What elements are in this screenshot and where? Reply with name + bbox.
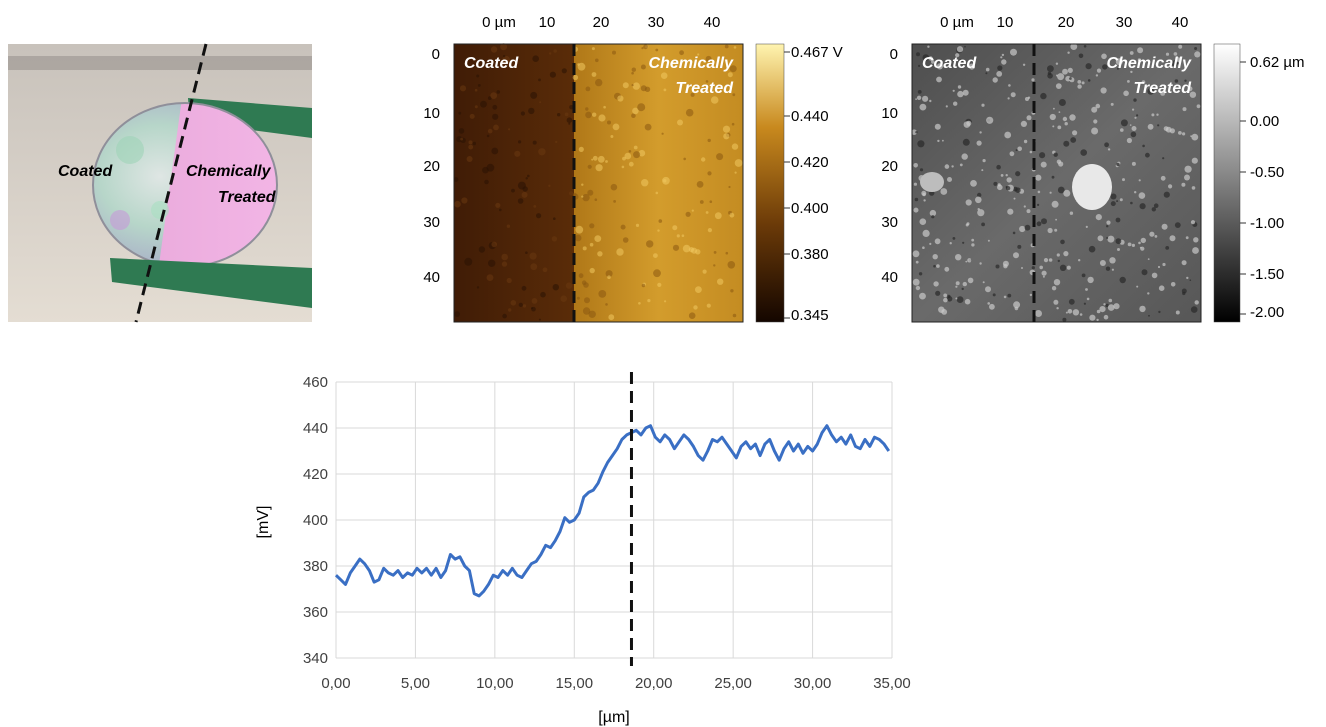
kpfm-y-ticks: 0 10 20 30 40: [423, 46, 440, 286]
photo-label-coated: Coated: [58, 163, 113, 180]
kpfm-x-tick: 40: [704, 14, 721, 31]
kpfm-colorbar-tick: 0.467 V: [791, 44, 843, 61]
kpfm-x-ticks: 0 µm 10 20 30 40: [482, 14, 720, 31]
kpfm-frame: [453, 43, 744, 323]
kpfm-label-chemically: Chemically: [649, 55, 735, 72]
kpfm-coated-region: [454, 44, 574, 322]
topo-particle: [920, 172, 944, 192]
chart-x-tick: 15,00: [556, 675, 594, 692]
topography-map: 0 µm 10 20 30 40 0 10 20 30 40 Coated Ch…: [881, 14, 1305, 323]
kpfm-colorbar: [755, 43, 785, 323]
photo-label-chemically: Chemically: [186, 163, 272, 180]
photo-blur-band: [8, 56, 312, 70]
kpfm-colorbar-ticks: 0.467 V 0.440 0.420 0.400 0.380 0.345: [784, 44, 843, 324]
kpfm-colorbar-tick: 0.380: [791, 246, 829, 263]
chart-y-axis-label: [mV]: [255, 506, 272, 539]
topo-x-tick: 10: [997, 14, 1014, 31]
topo-y-tick: 10: [881, 105, 898, 122]
topo-y-ticks: 0 10 20 30 40: [881, 46, 898, 286]
topo-colorbar-tick: -1.00: [1250, 215, 1284, 232]
chart-x-tick: 5,00: [401, 675, 430, 692]
topo-colorbar-ticks: 0.62 µm 0.00 -0.50 -1.00 -1.50 -2.00: [1240, 54, 1305, 321]
topo-y-tick: 0: [890, 46, 898, 63]
chart-y-tick: 360: [303, 604, 328, 621]
chart-x-tick: 20,00: [635, 675, 673, 692]
topo-x-tick: 20: [1058, 14, 1075, 31]
topo-frame: [911, 43, 1202, 323]
kpfm-label-treated: Treated: [675, 80, 734, 97]
chart-y-tick: 420: [303, 466, 328, 483]
topo-y-tick: 30: [881, 214, 898, 231]
chart-y-tick: 440: [303, 420, 328, 437]
sample-photo: Coated Chemically Treated: [8, 43, 312, 323]
series-line: [334, 424, 891, 598]
topo-colorbar-tick: -1.50: [1250, 266, 1284, 283]
topo-label-chemically: Chemically: [1107, 55, 1193, 72]
topo-y-tick: 20: [881, 158, 898, 175]
topo-x-tick: 40: [1172, 14, 1189, 31]
kpfm-label-coated: Coated: [464, 55, 519, 72]
topo-colorbar-tick: -2.00: [1250, 304, 1284, 321]
topo-colorbar: [1213, 43, 1241, 323]
topo-colorbar-tick: 0.62 µm: [1250, 54, 1305, 71]
chart-y-tick: 340: [303, 650, 328, 667]
topo-x-ticks: 0 µm 10 20 30 40: [940, 14, 1188, 31]
kpfm-x-tick: 0 µm: [482, 14, 516, 31]
chart-y-tick: 460: [303, 374, 328, 391]
kpfm-colorbar-tick: 0.345: [791, 307, 829, 324]
chart-x-tick: 0,00: [321, 675, 350, 692]
kpfm-x-tick: 10: [539, 14, 556, 31]
chart-x-ticks: 0,00 5,00 10,00 15,00 20,00 25,00 30,00 35,00: [321, 675, 910, 692]
topo-label-coated: Coated: [922, 55, 977, 72]
kpfm-x-tick: 20: [593, 14, 610, 31]
kpfm-x-tick: 30: [648, 14, 665, 31]
topo-particle: [1072, 164, 1112, 210]
chart-gridlines: [335, 381, 893, 659]
chart-x-axis-label: [µm]: [598, 709, 629, 726]
kpfm-colorbar-tick: 0.440: [791, 108, 829, 125]
photo-boundary-line: [134, 43, 208, 323]
chart-y-ticks: 340 360 380 400 420 440 460: [303, 374, 328, 667]
potential-profile-chart: 340 360 380 400 420 440 460 0,00 5,00 10,00 15,00…: [255, 372, 911, 726]
kpfm-map: 0 µm 10 20 30 40 0 10 20 30 40 Coated Ch…: [423, 14, 842, 324]
kpfm-y-tick: 0: [432, 46, 440, 63]
chart-y-tick: 400: [303, 512, 328, 529]
kpfm-colorbar-tick: 0.400: [791, 200, 829, 217]
topo-x-tick: 30: [1116, 14, 1133, 31]
topo-colorbar-tick: 0.00: [1250, 113, 1279, 130]
kpfm-y-tick: 40: [423, 269, 440, 286]
kpfm-y-tick: 20: [423, 158, 440, 175]
chart-x-tick: 25,00: [714, 675, 752, 692]
kpfm-y-tick: 10: [423, 105, 440, 122]
kpfm-texture: [453, 43, 743, 321]
topo-colorbar-tick: -0.50: [1250, 164, 1284, 181]
topo-x-tick: 0 µm: [940, 14, 974, 31]
chart-x-tick: 10,00: [476, 675, 514, 692]
kpfm-y-tick: 30: [423, 214, 440, 231]
chart-y-tick: 380: [303, 558, 328, 575]
kpfm-colorbar-tick: 0.420: [791, 154, 829, 171]
photo-label-treated: Treated: [218, 189, 277, 206]
topo-y-tick: 40: [881, 269, 898, 286]
topo-label-treated: Treated: [1133, 80, 1192, 97]
chart-x-tick: 30,00: [794, 675, 832, 692]
chart-x-tick: 35,00: [873, 675, 911, 692]
tweezer-bottom: [110, 258, 312, 308]
